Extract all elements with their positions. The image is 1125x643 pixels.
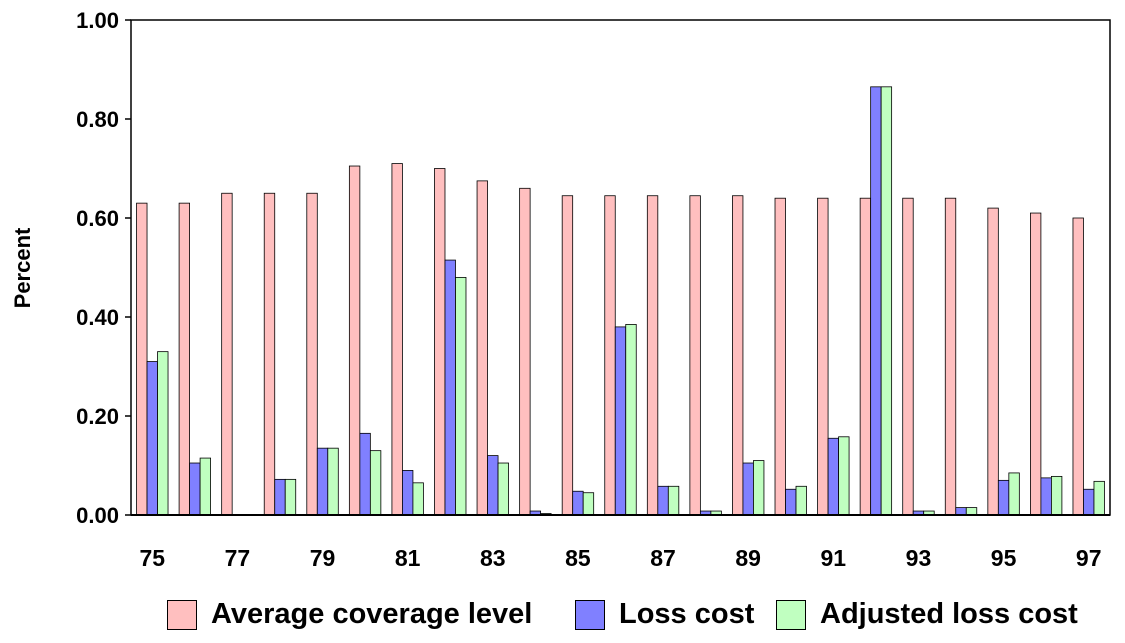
x-tick-label: 93 [906, 545, 932, 571]
bar-adjusted-loss-cost [199, 457, 211, 516]
bar-adjusted-loss-cost [497, 462, 509, 516]
bar-loss-cost [827, 437, 839, 516]
bar-average-coverage-level [987, 207, 999, 516]
bar-average-coverage-level [178, 202, 190, 516]
bar-adjusted-loss-cost [1008, 472, 1020, 516]
legend-swatch-adjusted-loss-cost [776, 599, 806, 630]
bar-loss-cost [189, 462, 201, 516]
bar-average-coverage-level [1030, 212, 1042, 516]
bar-loss-cost [785, 488, 797, 516]
y-tick-label: 0.20 [76, 404, 119, 429]
bar-average-coverage-level [817, 197, 829, 516]
y-tick-label: 0.40 [76, 305, 119, 330]
x-tick-label: 81 [395, 545, 421, 571]
bar-adjusted-loss-cost [1093, 480, 1105, 516]
bar-loss-cost [1083, 488, 1095, 516]
bar-average-coverage-level [348, 165, 361, 516]
bar-adjusted-loss-cost [369, 450, 382, 516]
bar-loss-cost [997, 479, 1010, 516]
bar-loss-cost [444, 259, 456, 516]
bar-adjusted-loss-cost [327, 447, 339, 516]
bar-adjusted-loss-cost [284, 478, 297, 516]
bar-average-coverage-level [646, 195, 659, 516]
bar-average-coverage-level [944, 197, 957, 516]
legend-label-adjusted-loss-cost: Adjusted loss cost [820, 598, 1078, 630]
bar-adjusted-loss-cost [157, 351, 169, 516]
bar-loss-cost [316, 447, 329, 516]
x-tick-label: 83 [480, 545, 506, 571]
bar-adjusted-loss-cost [838, 436, 850, 516]
legend: Average coverage level Loss cost Adjuste… [0, 598, 1125, 638]
bar-chart: 0.00 0.20 0.40 0.60 0.80 1.00 75 77 79 81 83 85 87 89… [10, 8, 1111, 571]
bar-average-coverage-level [902, 197, 914, 516]
x-tick-label: 89 [735, 545, 761, 571]
x-tick-label: 97 [1076, 545, 1102, 571]
bar-loss-cost [487, 455, 499, 516]
bar-adjusted-loss-cost [455, 276, 467, 516]
x-tick-label: 75 [139, 545, 165, 571]
bar-average-coverage-level [689, 195, 701, 516]
bar-loss-cost [955, 507, 967, 516]
bar-loss-cost [572, 490, 584, 516]
bar-average-coverage-level [221, 192, 233, 516]
bar-average-coverage-level [561, 195, 574, 516]
y-tick-label: 1.00 [76, 8, 119, 33]
y-tick-label: 0.80 [76, 107, 119, 132]
bar-average-coverage-level [391, 163, 403, 516]
x-tick-label: 87 [650, 545, 676, 571]
bar-adjusted-loss-cost [625, 324, 637, 516]
bar-average-coverage-level [859, 197, 872, 516]
bar-average-coverage-level [263, 192, 276, 516]
plot-area: 0.00 0.20 0.40 0.60 0.80 1.00 75 77 79 81 83 85 87 89… [76, 8, 1111, 571]
legend-item-adjusted-loss-cost: Adjusted loss cost [776, 598, 1078, 631]
bar-adjusted-loss-cost [880, 86, 893, 516]
bar-loss-cost [870, 86, 882, 516]
x-tick-label: 77 [225, 545, 251, 571]
bar-average-coverage-level [476, 180, 488, 516]
legend-item-loss-cost: Loss cost [575, 598, 754, 631]
bar-adjusted-loss-cost [795, 485, 807, 516]
bar-adjusted-loss-cost [667, 485, 680, 516]
x-tick-label: 95 [991, 545, 1017, 571]
x-tick-label: 79 [310, 545, 336, 571]
legend-item-average-coverage-level: Average coverage level [167, 598, 532, 631]
bar-average-coverage-level [604, 195, 616, 516]
bar-loss-cost [359, 432, 371, 516]
x-tick-label: 91 [821, 545, 847, 571]
bar-adjusted-loss-cost [965, 507, 978, 516]
legend-label-loss-cost: Loss cost [619, 598, 755, 630]
y-axis-label: Percent [10, 227, 35, 308]
bar-loss-cost [274, 478, 286, 516]
bar-loss-cost [146, 361, 158, 516]
bar-average-coverage-level [732, 195, 744, 516]
legend-label-average-coverage-level: Average coverage level [211, 598, 533, 630]
bar-loss-cost [742, 462, 754, 516]
bar-adjusted-loss-cost [412, 482, 424, 516]
bar-loss-cost [1040, 477, 1052, 516]
bar-average-coverage-level [519, 187, 531, 516]
bar-adjusted-loss-cost [1051, 475, 1063, 516]
bar-adjusted-loss-cost [582, 492, 595, 516]
bar-loss-cost [614, 326, 627, 516]
bar-adjusted-loss-cost [753, 460, 765, 516]
bar-average-coverage-level [1072, 217, 1084, 516]
bar-average-coverage-level [434, 168, 446, 516]
x-tick-label: 85 [565, 545, 591, 571]
y-tick-label: 0.60 [76, 206, 119, 231]
y-tick-label: 0.00 [76, 503, 119, 528]
legend-swatch-average-coverage-level [167, 599, 197, 630]
bar-average-coverage-level [136, 202, 148, 516]
bar-loss-cost [402, 470, 414, 516]
bar-average-coverage-level [774, 197, 786, 516]
bar-loss-cost [657, 485, 669, 516]
legend-swatch-loss-cost [575, 599, 605, 630]
bar-average-coverage-level [306, 192, 318, 516]
